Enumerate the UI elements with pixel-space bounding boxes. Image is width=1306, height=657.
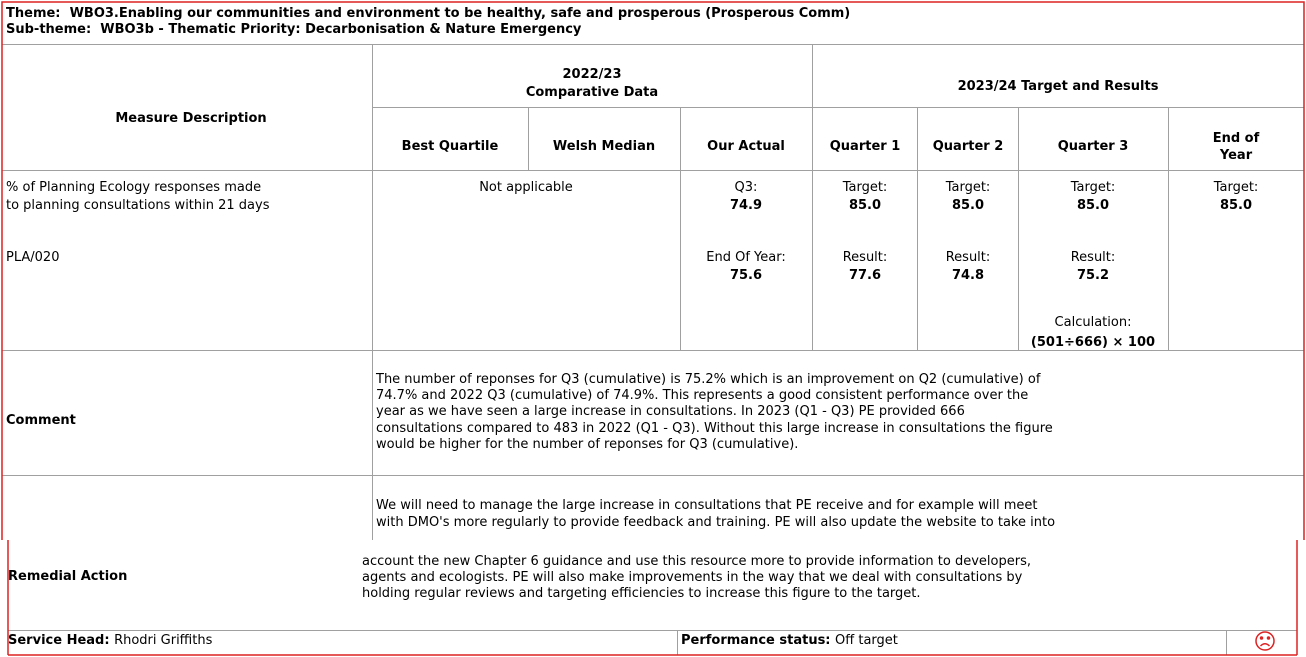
- value: Off target: [835, 633, 898, 648]
- measure-description: % of Planning Ecology responses made: [6, 180, 262, 195]
- theme: WBO3.Enabling our communities and enviro…: [69, 6, 851, 21]
- column-header: 2023/24 Target and Results: [957, 79, 1159, 94]
- label: Sub-theme:: [6, 22, 92, 37]
- column-header: 2022/23: [562, 67, 622, 82]
- column-header: Quarter 2: [932, 139, 1004, 154]
- column-header: Best Quartile: [401, 139, 499, 154]
- value: 74.8: [951, 268, 985, 283]
- comment-line: consultations compared to 483 in 2022 (Q…: [376, 420, 1053, 436]
- label: Result:: [945, 250, 991, 265]
- sad-face-icon: [1255, 631, 1275, 651]
- value: 75.2: [1076, 268, 1110, 283]
- label: Service Head:: [8, 633, 110, 648]
- subtheme: WBO3b - Thematic Priority: Decarbonisati…: [100, 22, 582, 37]
- service-head: Service Head: Rhodri Griffiths: [8, 633, 212, 649]
- label: Theme:: [6, 6, 61, 21]
- comment-line: would be higher for the number of repons…: [376, 436, 799, 452]
- label: Performance status:: [681, 633, 831, 648]
- value: 85.0: [1219, 198, 1253, 213]
- measure-description: to planning consultations within 21 days: [6, 198, 270, 213]
- measure-code: PLA/020: [6, 250, 60, 265]
- label: Target:: [1213, 180, 1259, 195]
- remedial-line: holding regular reviews and targeting ef…: [362, 586, 921, 601]
- label: Q3:: [734, 180, 758, 195]
- column-header: Year: [1219, 148, 1253, 163]
- comment-line: The number of reponses for Q3 (cumulativ…: [376, 372, 1041, 387]
- column-header: Measure Description: [115, 111, 267, 126]
- calculation: (501÷666) × 100: [1030, 335, 1156, 350]
- column-header: End of: [1212, 131, 1260, 146]
- value: 75.6: [729, 268, 763, 283]
- column-header: Comparative Data: [525, 85, 659, 100]
- label: Result:: [1070, 250, 1116, 265]
- label: Result:: [842, 250, 888, 265]
- performance-status: Performance status: Off target: [681, 633, 898, 649]
- remedial-line: agents and ecologists. PE will also make…: [362, 570, 1023, 585]
- value: 77.6: [848, 268, 882, 283]
- theme-line: Theme: WBO3.Enabling our communities and…: [6, 6, 850, 22]
- comment-line: 74.7% and 2022 Q3 (cumulative) of 74.9%.…: [376, 388, 1029, 404]
- value: 85.0: [951, 198, 985, 213]
- column-header: Quarter 1: [829, 139, 901, 154]
- subtheme-line: Sub-theme: WBO3b - Thematic Priority: De…: [6, 22, 581, 38]
- remedial-line: account the new Chapter 6 guidance and u…: [362, 554, 1031, 569]
- label: Target:: [842, 180, 888, 195]
- remedial-line: with DMO's more regularly to provide fee…: [376, 515, 1056, 530]
- value: 85.0: [1076, 198, 1110, 213]
- label: Calculation:: [1054, 315, 1132, 330]
- label: Target:: [945, 180, 991, 195]
- remedial-line: We will need to manage the large increas…: [376, 498, 1038, 513]
- row-label: Comment: [6, 413, 76, 428]
- value: 74.9: [729, 198, 763, 213]
- column-header: Our Actual: [707, 139, 785, 154]
- comparative-value: Not applicable: [479, 180, 573, 195]
- label: Target:: [1070, 180, 1116, 195]
- row-label: Remedial Action: [8, 569, 128, 584]
- label: End Of Year:: [706, 250, 786, 265]
- value: Rhodri Griffiths: [114, 633, 213, 648]
- comment-line: year as we have seen a large increase in…: [376, 404, 965, 420]
- column-header: Welsh Median: [552, 139, 656, 154]
- value: 85.0: [848, 198, 882, 213]
- column-header: Quarter 3: [1057, 139, 1129, 154]
